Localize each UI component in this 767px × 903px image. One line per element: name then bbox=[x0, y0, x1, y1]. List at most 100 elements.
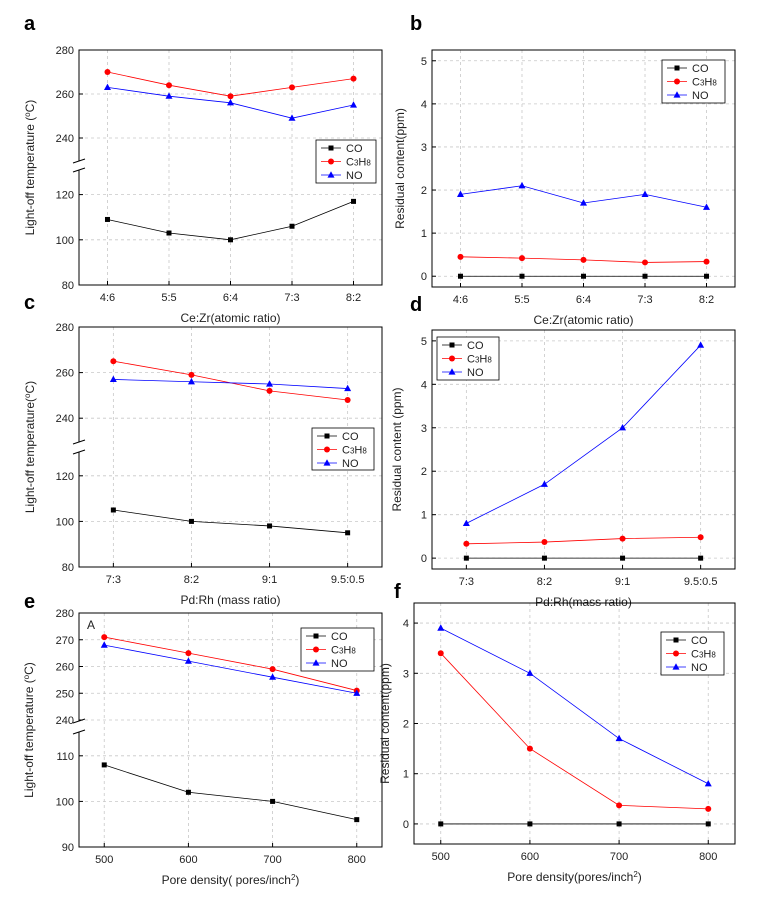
legend-label-3: 3 bbox=[475, 356, 480, 365]
legend-marker-no bbox=[672, 663, 680, 670]
data-point-co bbox=[104, 216, 110, 222]
series-line-c3h8 bbox=[466, 536, 701, 545]
data-point-co bbox=[267, 523, 273, 529]
data-point-co bbox=[354, 817, 360, 823]
data-point-c3h8 bbox=[266, 387, 273, 394]
legend-marker-co bbox=[324, 433, 330, 439]
axis-break-mark bbox=[72, 729, 86, 735]
legend-label-no: NO bbox=[342, 458, 359, 470]
axis-break-mask bbox=[73, 161, 85, 170]
xtick-label: 800 bbox=[348, 854, 366, 866]
data-point-co bbox=[438, 821, 444, 827]
data-point-c3h8 bbox=[642, 259, 649, 266]
legend-label-8: 8 bbox=[366, 159, 371, 168]
data-point-co bbox=[351, 198, 357, 204]
series-line-no bbox=[440, 627, 709, 785]
legend-label-co: CO bbox=[331, 631, 348, 643]
data-point-c3h8 bbox=[463, 540, 470, 547]
ytick-label: 100 bbox=[56, 796, 74, 808]
panel-annotation: A bbox=[87, 618, 95, 632]
legend-label-3: 3 bbox=[699, 651, 704, 660]
ytick-label: 5 bbox=[421, 56, 427, 68]
axis-break-mask bbox=[73, 442, 85, 452]
legend-marker-co bbox=[313, 633, 319, 639]
ytick-label: 90 bbox=[62, 842, 74, 854]
data-point-no bbox=[227, 99, 234, 106]
xtick-label: 8:2 bbox=[537, 576, 552, 588]
ytick-label: 2 bbox=[421, 185, 427, 197]
x-axis-label: Pd:Rh(mass ratio) bbox=[535, 595, 632, 609]
data-point-co bbox=[345, 530, 351, 536]
panel-f: f 0 1 2 3 4 500 600 700 800 Pore density(pores/inc… bbox=[378, 581, 736, 884]
ytick-label: 80 bbox=[62, 280, 74, 292]
legend-label-c: C bbox=[331, 645, 339, 657]
x-axis-label-main: Pore density( pores/inch bbox=[162, 873, 291, 887]
legend-marker-c3h8 bbox=[674, 78, 680, 85]
ytick-label: 1 bbox=[403, 769, 409, 781]
legend-marker-no bbox=[673, 91, 681, 98]
data-point-co bbox=[705, 821, 711, 827]
plot-frame bbox=[431, 329, 736, 570]
ytick-label: 3 bbox=[421, 142, 427, 154]
legend-marker-c3h8 bbox=[324, 446, 330, 453]
data-point-no bbox=[456, 190, 464, 197]
series-line-c3h8 bbox=[104, 636, 357, 691]
legend-label-8: 8 bbox=[362, 447, 367, 456]
ytick-label: 2 bbox=[403, 719, 409, 731]
xtick-label: 8:2 bbox=[184, 574, 199, 586]
panel-letter: b bbox=[410, 13, 422, 35]
data-point-no bbox=[288, 114, 296, 121]
xtick-label: 7:3 bbox=[106, 574, 121, 586]
xtick-label: 4:6 bbox=[100, 292, 115, 304]
legend-label-no: NO bbox=[692, 90, 709, 102]
legend-label-no: NO bbox=[346, 170, 363, 182]
panel-letter: f bbox=[394, 581, 401, 603]
y-axis-label: Residual content(ppm) bbox=[378, 663, 392, 784]
series-line-no bbox=[104, 644, 357, 694]
panel-c: c 80 100 120 240 260 280 7:3 8:2 9:1 9.5:0.5 Pd:Rh … bbox=[23, 292, 383, 607]
legend-label-c3h8: C3H8 bbox=[691, 649, 716, 661]
x-axis-label: Pd:Rh (mass ratio) bbox=[180, 593, 280, 607]
ytick-label: 100 bbox=[56, 516, 74, 528]
legend-label-co: CO bbox=[691, 635, 708, 647]
legend-label-co: CO bbox=[692, 63, 709, 75]
x-axis-label: Ce:Zr(atomic ratio) bbox=[180, 311, 280, 325]
xtick-label: 8:2 bbox=[346, 292, 361, 304]
data-point-c3h8 bbox=[580, 256, 587, 263]
ytick-label: 1 bbox=[421, 228, 427, 240]
legend-label-c3h8: C3H8 bbox=[467, 354, 492, 366]
data-point-no bbox=[641, 190, 649, 197]
series-line-co bbox=[104, 764, 357, 821]
data-point-no bbox=[350, 101, 358, 108]
legend-marker-no bbox=[448, 368, 456, 375]
data-point-c3h8 bbox=[269, 666, 276, 673]
data-point-c3h8 bbox=[188, 371, 195, 378]
legend-label-8: 8 bbox=[711, 651, 716, 660]
xtick-label: 9.5:0.5 bbox=[331, 574, 365, 586]
ytick-label: 4 bbox=[421, 99, 427, 111]
data-point-no bbox=[103, 83, 111, 90]
data-point-no bbox=[269, 673, 277, 680]
legend-label-c: C bbox=[342, 445, 350, 457]
legend-label-h: H bbox=[354, 445, 362, 457]
legend-marker-co bbox=[673, 637, 679, 643]
legend-marker-co bbox=[674, 65, 680, 71]
ytick-label: 2 bbox=[421, 466, 427, 478]
legend-label-c3h8: C3H8 bbox=[342, 445, 367, 457]
legend-label-3: 3 bbox=[339, 647, 344, 656]
xtick-label: 600 bbox=[179, 854, 197, 866]
legend-label-c: C bbox=[467, 354, 475, 366]
axis-break-mark bbox=[72, 158, 86, 164]
data-point-c3h8 bbox=[344, 396, 351, 403]
legend-label-h: H bbox=[703, 649, 711, 661]
ytick-label: 270 bbox=[56, 635, 74, 647]
x-axis-label-end: ) bbox=[295, 873, 299, 887]
data-point-c3h8 bbox=[104, 69, 111, 75]
xtick-label: 8:2 bbox=[699, 294, 714, 306]
ytick-label: 240 bbox=[56, 413, 74, 425]
